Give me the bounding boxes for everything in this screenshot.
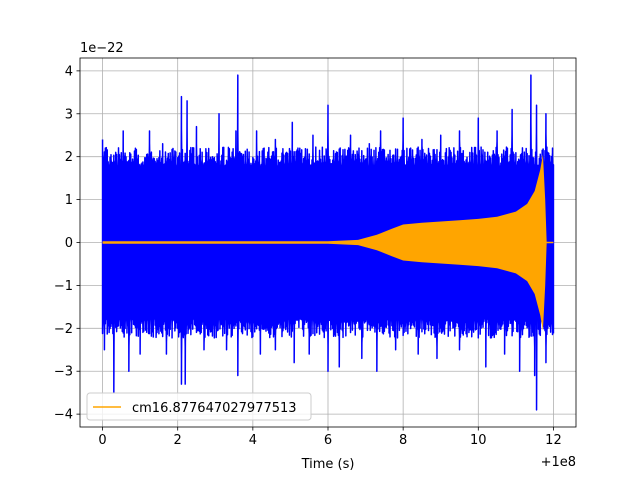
x-tick-label: 4 xyxy=(249,433,257,448)
legend-label: cm16.877647027977513 xyxy=(132,401,297,416)
y-tick-label: 1 xyxy=(65,193,73,208)
y-tick-label: 2 xyxy=(65,150,73,165)
plot-area xyxy=(101,74,555,411)
x-tick-label: 0 xyxy=(98,433,106,448)
noise-series-line xyxy=(101,74,555,411)
x-tick-label: 6 xyxy=(324,433,332,448)
x-tick-label: 12 xyxy=(545,433,562,448)
legend-box xyxy=(86,392,312,421)
x-axis-label: Time (s) xyxy=(301,457,355,472)
y-tick-label: 3 xyxy=(65,107,73,122)
x-tick-label: 2 xyxy=(174,433,182,448)
y-tick-label: −3 xyxy=(54,365,73,380)
y-tick-label: −2 xyxy=(54,322,73,337)
legend: cm16.877647027977513 xyxy=(86,392,312,421)
x-offset-label: +1e8 xyxy=(541,455,576,470)
y-scale-label: 1e−22 xyxy=(80,41,124,56)
x-tick-label: 10 xyxy=(470,433,487,448)
y-tick-label: −1 xyxy=(54,279,73,294)
y-tick-label: 0 xyxy=(65,236,73,251)
x-tick-label: 8 xyxy=(399,433,407,448)
y-tick-label: −4 xyxy=(54,408,73,423)
y-tick-label: 4 xyxy=(65,64,73,79)
